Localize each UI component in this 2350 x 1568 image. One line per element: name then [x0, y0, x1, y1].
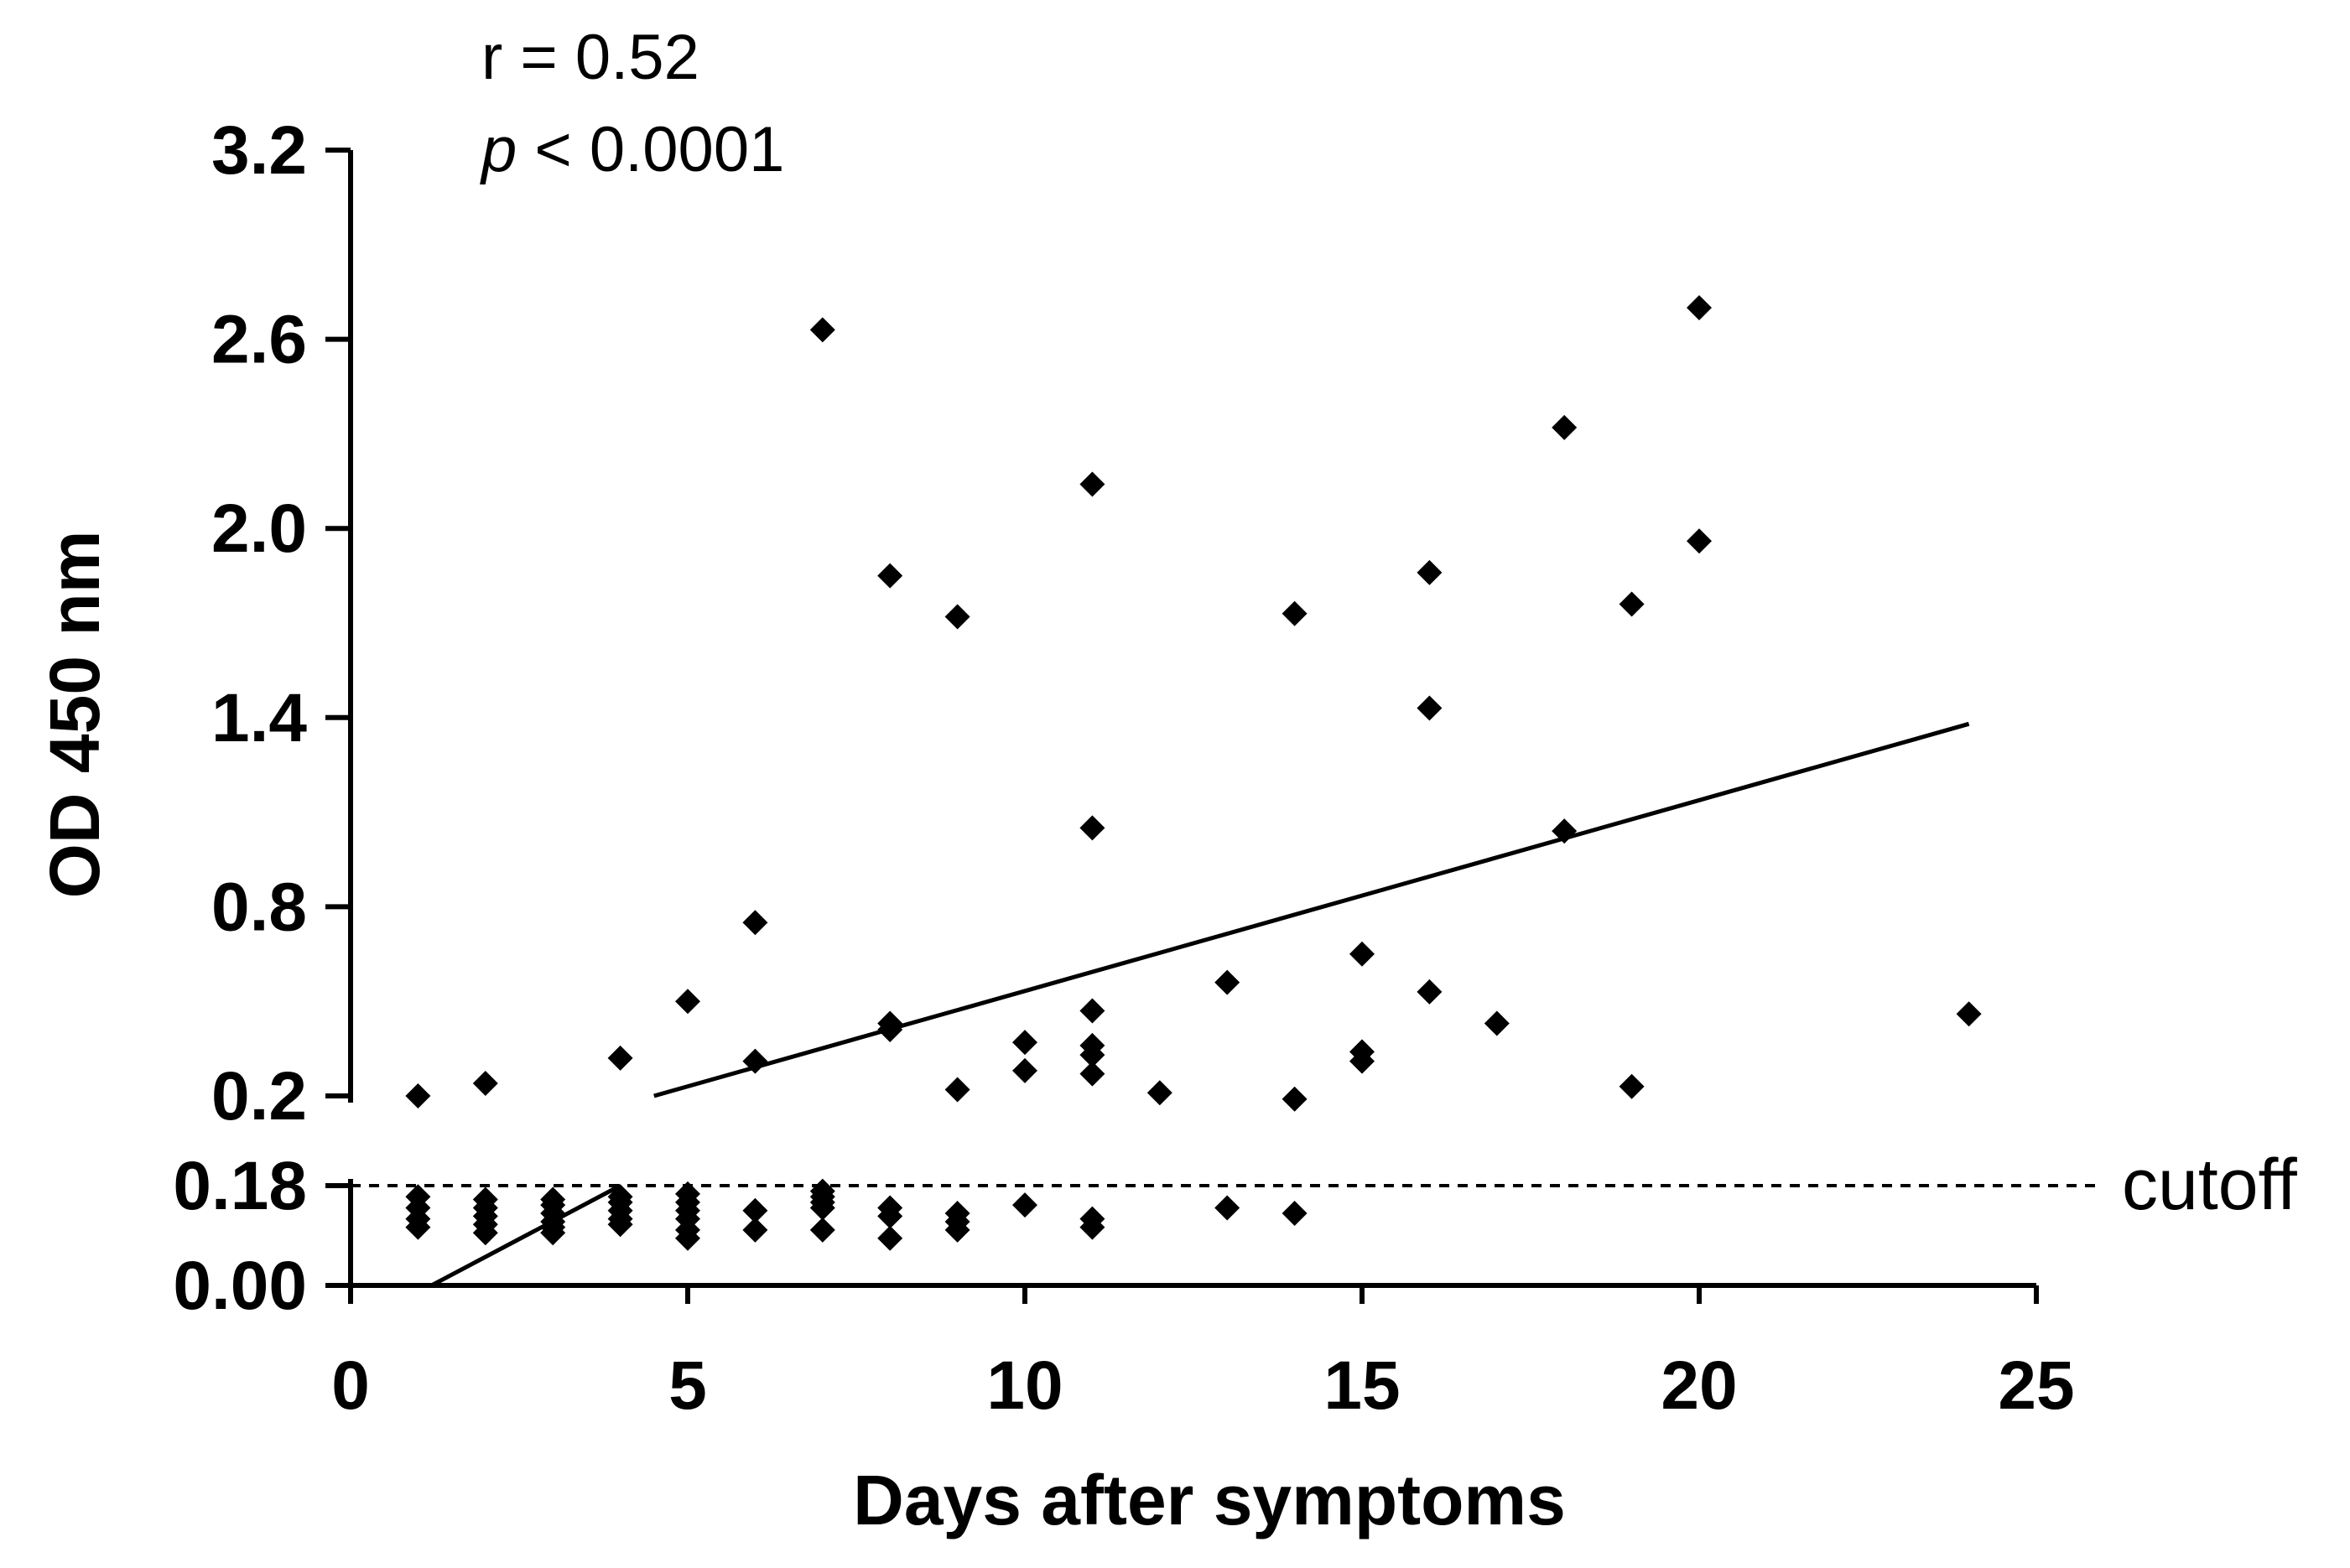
y-tick-label: 1.4 — [211, 680, 307, 756]
data-point — [742, 910, 768, 936]
data-point — [1417, 979, 1443, 1005]
data-point — [1282, 1086, 1308, 1112]
data-point — [1417, 695, 1443, 721]
y-tick-label: 0.00 — [173, 1248, 307, 1324]
y-tick-label: 3.2 — [211, 112, 307, 189]
data-point — [877, 1203, 903, 1229]
cutoff-label: cutoff — [2122, 1145, 2298, 1225]
data-point — [1552, 414, 1578, 440]
data-point — [1146, 1080, 1172, 1106]
data-point — [1079, 1042, 1105, 1068]
data-point — [809, 1195, 835, 1221]
data-point — [1417, 559, 1443, 585]
data-point — [1079, 1061, 1105, 1087]
data-point — [472, 1220, 498, 1246]
data-point — [1349, 941, 1375, 967]
regression-line-lower — [430, 1183, 621, 1288]
x-tick-label: 15 — [1323, 1347, 1400, 1424]
data-point — [1012, 1192, 1037, 1218]
data-point — [675, 1225, 700, 1251]
data-point — [1282, 600, 1308, 626]
cutoff-group: cutoff — [351, 1145, 2298, 1225]
x-tick-label: 5 — [668, 1347, 707, 1424]
data-point — [607, 1045, 633, 1071]
data-point — [742, 1197, 768, 1223]
y-tick-label: 2.6 — [211, 302, 307, 378]
y-axis-title: OD 450 nm — [35, 531, 114, 899]
p-value-annotation: p < 0.0001 — [480, 114, 784, 185]
x-tick-label: 25 — [1998, 1347, 2074, 1424]
data-points — [405, 295, 1982, 1251]
regression-lines — [430, 721, 1970, 1288]
data-point — [944, 604, 970, 630]
data-point — [540, 1220, 566, 1246]
regression-line-upper — [653, 721, 1970, 1098]
data-point — [877, 1017, 903, 1043]
data-point — [1619, 1073, 1645, 1099]
data-point — [1214, 1195, 1240, 1221]
data-point — [472, 1070, 498, 1096]
data-point — [405, 1083, 431, 1109]
data-point — [1349, 1048, 1375, 1074]
data-point — [809, 317, 835, 343]
data-point — [742, 1048, 768, 1074]
data-point — [1484, 1010, 1510, 1036]
data-point — [1079, 471, 1105, 497]
data-point — [877, 563, 903, 589]
data-point — [607, 1212, 633, 1238]
y-tick-label: 2.0 — [211, 491, 307, 567]
x-axis-title: Days after symptoms — [853, 1461, 1566, 1539]
x-tick-label: 20 — [1661, 1347, 1737, 1424]
y-tick-label: 0.8 — [211, 869, 307, 945]
data-point — [944, 1077, 970, 1103]
y-tick-label: 0.18 — [173, 1148, 307, 1224]
data-point — [1079, 1214, 1105, 1240]
x-tick-label: 0 — [331, 1347, 370, 1424]
data-point — [1552, 818, 1578, 844]
correlation-annotation: r = 0.52 — [481, 22, 699, 93]
data-point — [1956, 1001, 1982, 1027]
data-point — [1012, 1030, 1037, 1056]
axes: 0 5 10 15 20 25 0.00 0.18 0.2 0.8 1.4 2.0 2.6 3.2 — [173, 112, 2074, 1424]
data-point — [1079, 815, 1105, 841]
data-point — [1214, 969, 1240, 995]
data-point — [1282, 1201, 1308, 1227]
data-point — [675, 989, 700, 1015]
p-symbol: p — [480, 114, 517, 185]
y-tick-label: 0.2 — [211, 1058, 307, 1134]
data-point — [1619, 591, 1645, 617]
x-tick-label: 10 — [986, 1347, 1063, 1424]
data-point — [1079, 998, 1105, 1024]
data-point — [877, 1225, 903, 1251]
data-point — [742, 1217, 768, 1243]
data-point — [1687, 528, 1712, 554]
data-point — [809, 1217, 835, 1243]
p-value-text: < 0.0001 — [517, 114, 784, 185]
data-point — [1687, 295, 1712, 320]
data-point — [405, 1214, 431, 1240]
data-point — [944, 1217, 970, 1243]
data-point — [1012, 1057, 1037, 1083]
